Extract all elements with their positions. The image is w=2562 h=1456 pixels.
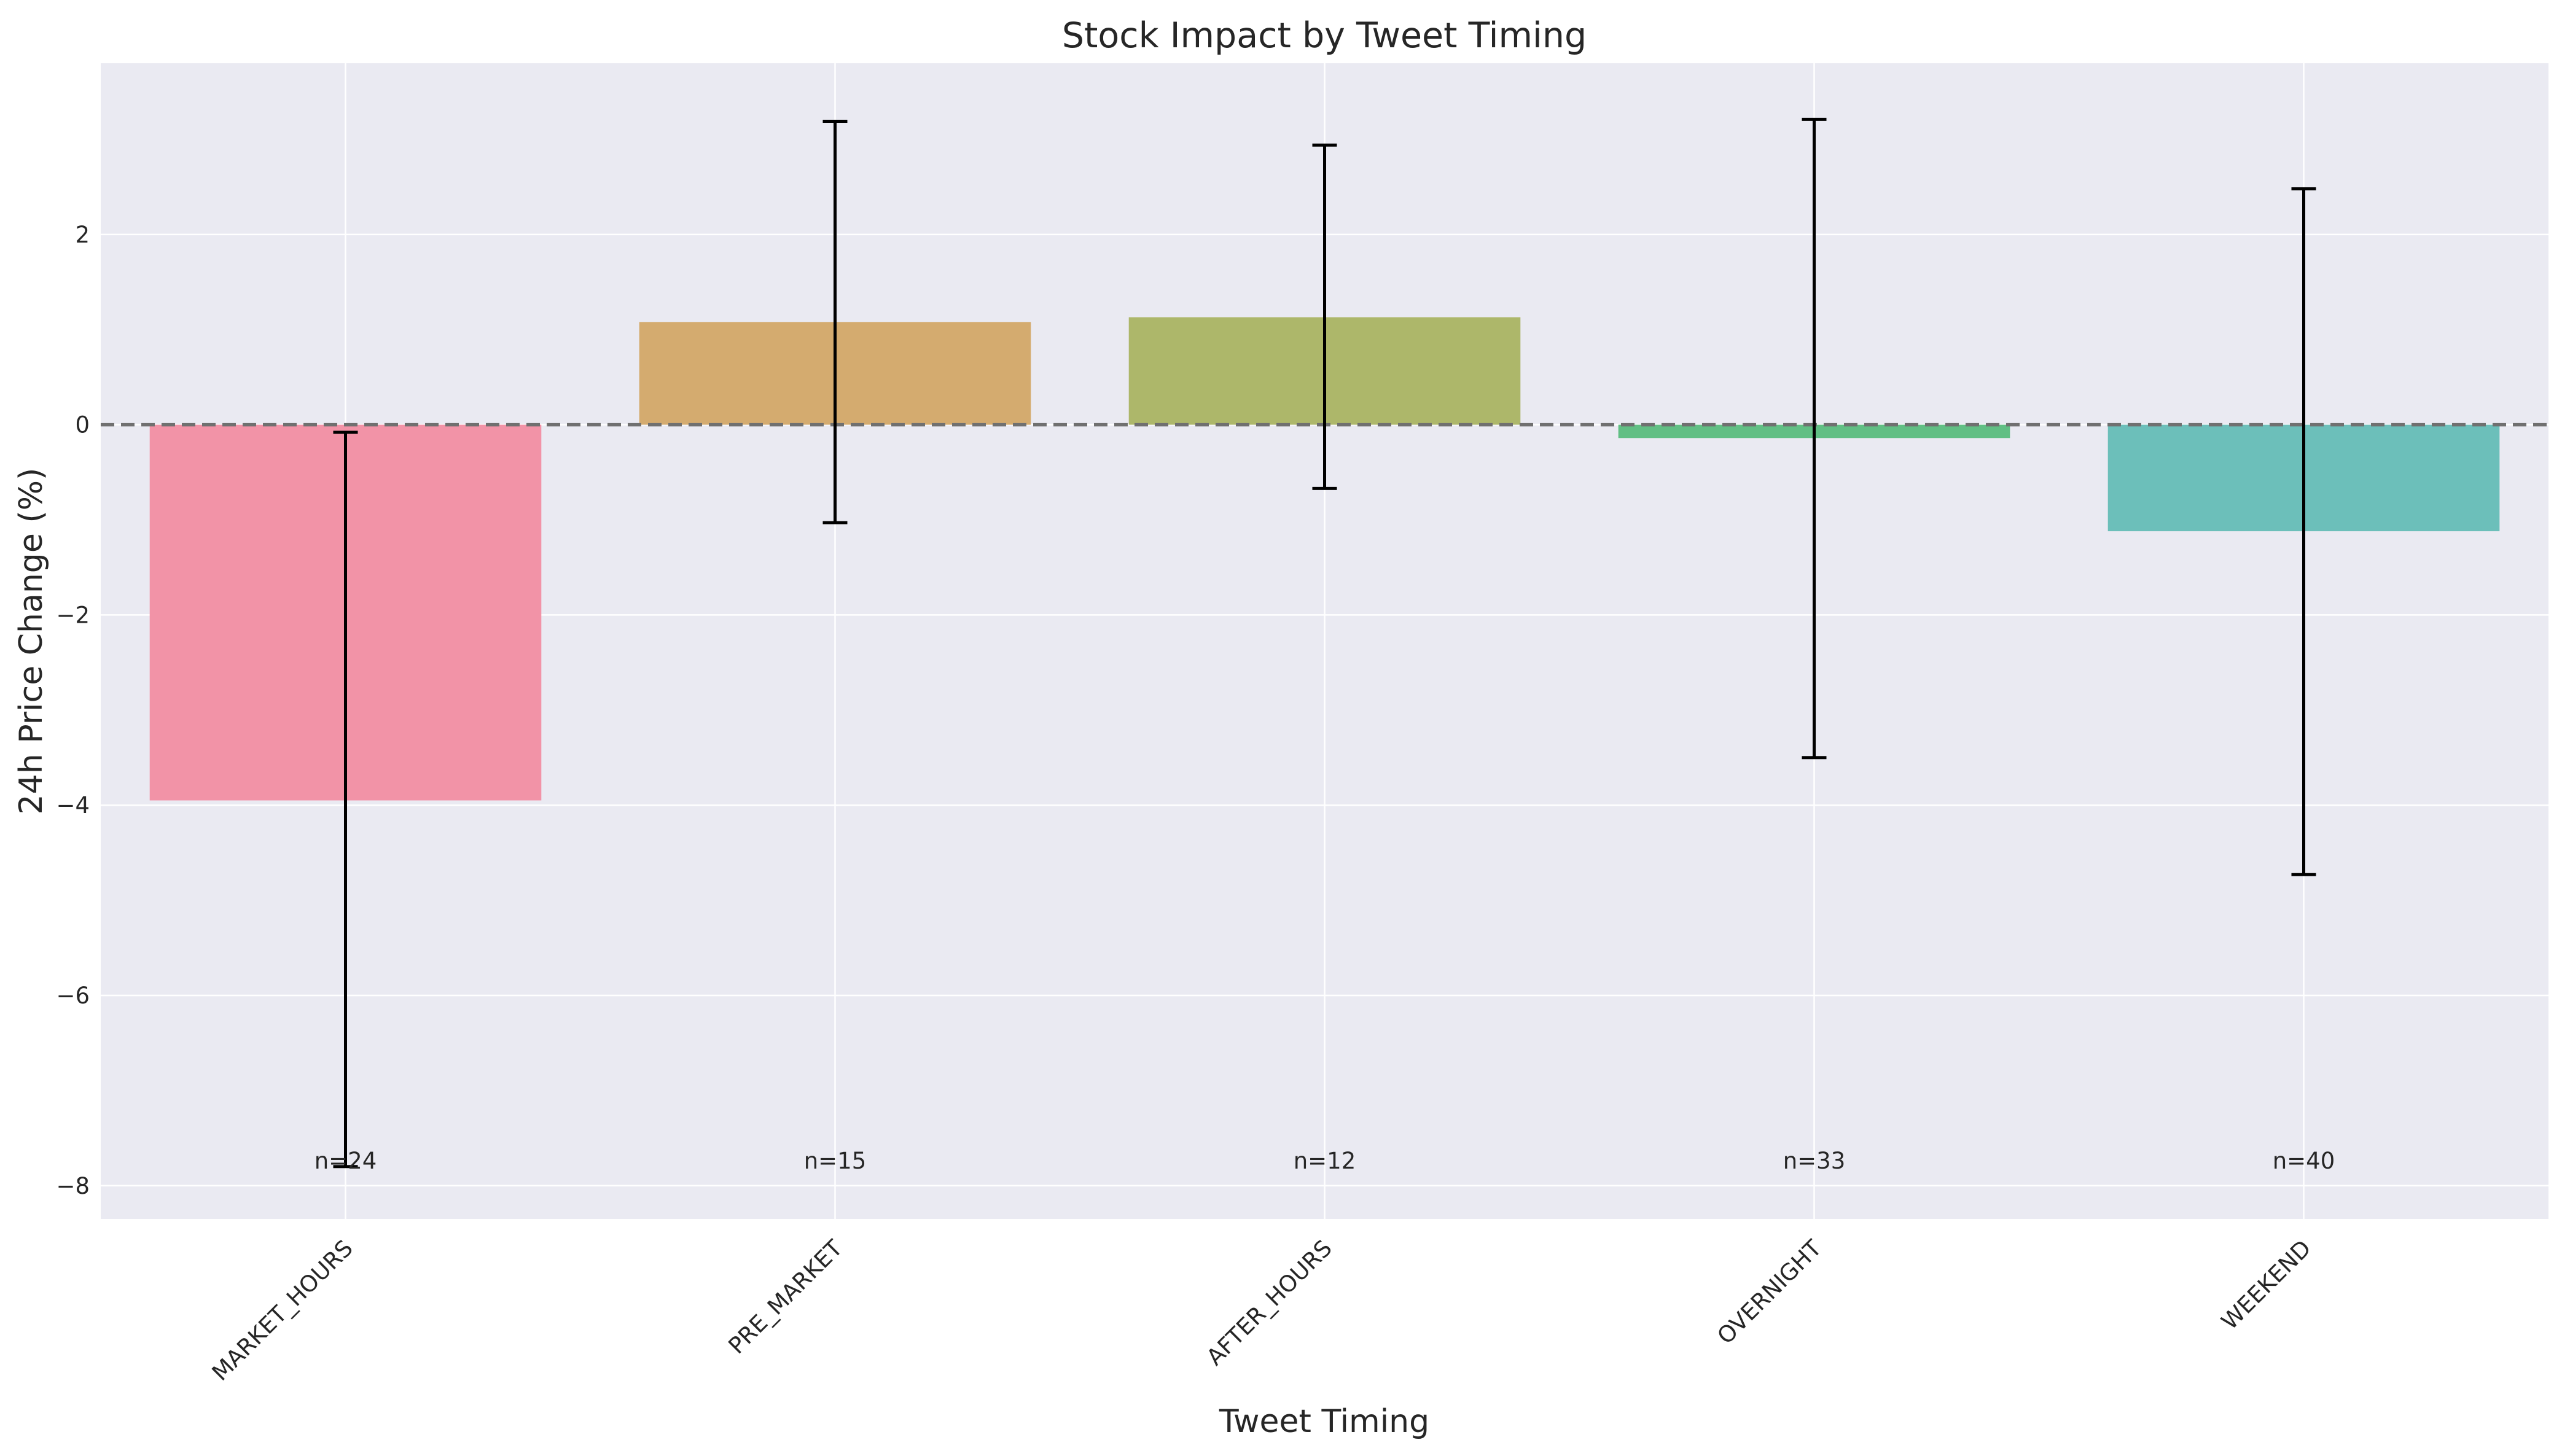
y-axis-label: 24h Price Change (%) bbox=[13, 468, 50, 815]
y-tick-label: −8 bbox=[56, 1173, 90, 1199]
chart-title: Stock Impact by Tweet Timing bbox=[1062, 15, 1587, 56]
y-tick-label: 0 bbox=[75, 412, 90, 438]
y-tick-label: 2 bbox=[75, 222, 90, 248]
sample-count-label: n=12 bbox=[1294, 1148, 1356, 1174]
sample-count-label: n=15 bbox=[804, 1148, 867, 1174]
sample-count-label: n=24 bbox=[314, 1148, 377, 1174]
y-tick-label: −2 bbox=[56, 602, 90, 628]
sample-count-label: n=40 bbox=[2273, 1148, 2335, 1174]
y-tick-label: −4 bbox=[56, 792, 90, 819]
error-bar-layer bbox=[333, 117, 2316, 1169]
y-tick-label: −6 bbox=[56, 983, 90, 1009]
x-axis-label: Tweet Timing bbox=[1219, 1403, 1429, 1440]
sample-count-label: n=33 bbox=[1783, 1148, 1846, 1174]
